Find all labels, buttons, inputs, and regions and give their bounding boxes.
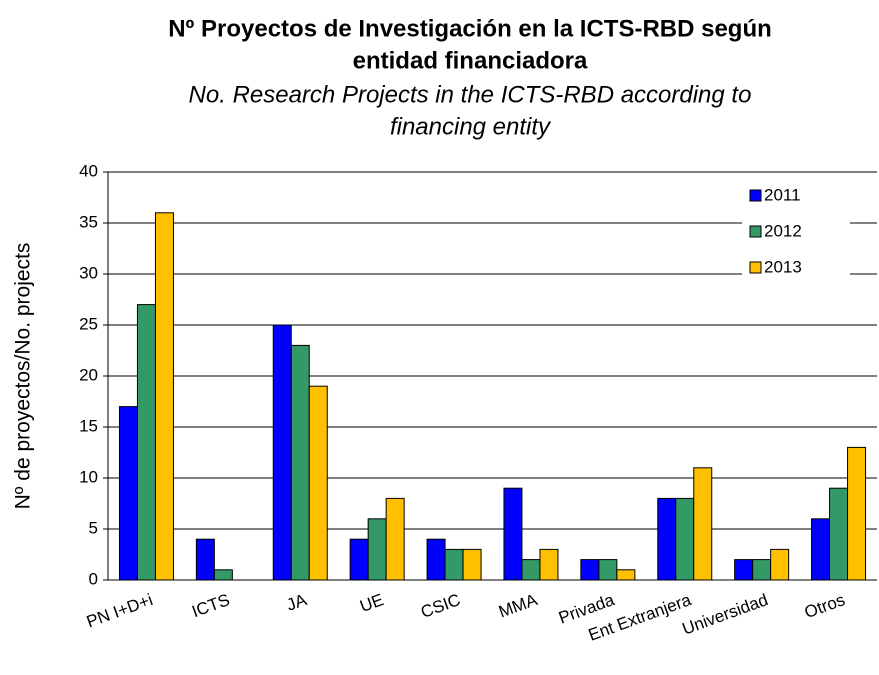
y-tick-label: 20 bbox=[79, 365, 98, 384]
legend-label: 2012 bbox=[764, 221, 802, 240]
chart-title: Nº Proyectos de Investigación en la ICTS… bbox=[168, 15, 772, 42]
legend-swatch bbox=[749, 225, 762, 238]
bar bbox=[136, 304, 156, 581]
y-tick-label: 25 bbox=[79, 314, 98, 333]
bar bbox=[616, 569, 636, 581]
x-tick-label: MMA bbox=[496, 590, 540, 622]
legend-swatch bbox=[749, 189, 762, 202]
x-tick-label: CSIC bbox=[418, 590, 463, 622]
bar bbox=[349, 538, 369, 581]
bar bbox=[657, 497, 677, 581]
bar bbox=[444, 548, 464, 581]
bar bbox=[693, 467, 713, 581]
bar bbox=[675, 497, 695, 581]
y-tick-label: 0 bbox=[89, 569, 98, 588]
bar bbox=[580, 559, 600, 581]
bar bbox=[734, 559, 754, 581]
bar bbox=[385, 497, 405, 581]
bar bbox=[829, 487, 849, 581]
bar bbox=[539, 548, 559, 581]
bar bbox=[462, 548, 482, 581]
chart-subtitle: No. Research Projects in the ICTS-RBD ac… bbox=[189, 81, 752, 108]
y-tick-label: 40 bbox=[79, 161, 98, 180]
y-axis-label: Nº de proyectos/No. projects bbox=[12, 243, 35, 510]
y-tick-label: 15 bbox=[79, 416, 98, 435]
x-tick-label: Otros bbox=[802, 590, 848, 622]
bar bbox=[290, 344, 310, 581]
bar bbox=[308, 385, 328, 581]
bar bbox=[752, 559, 772, 581]
y-tick-label: 5 bbox=[89, 518, 98, 537]
x-tick-label: ICTS bbox=[189, 590, 232, 621]
y-tick-label: 30 bbox=[79, 263, 98, 282]
bar bbox=[426, 538, 446, 581]
legend-label: 2013 bbox=[764, 257, 802, 276]
bar bbox=[118, 406, 138, 581]
bar bbox=[503, 487, 523, 581]
x-tick-label: Universidad bbox=[680, 590, 771, 639]
legend-label: 2011 bbox=[764, 185, 801, 204]
bar bbox=[770, 548, 790, 581]
x-tick-label: JA bbox=[284, 590, 310, 615]
bar bbox=[367, 518, 387, 581]
bar bbox=[598, 559, 618, 581]
bar bbox=[847, 446, 867, 581]
bar bbox=[811, 518, 831, 581]
legend-swatch bbox=[749, 261, 762, 274]
bar bbox=[521, 559, 541, 581]
bar bbox=[154, 212, 174, 581]
chart-title: entidad financiadora bbox=[353, 47, 588, 74]
chart-subtitle: financing entity bbox=[390, 113, 552, 140]
bar bbox=[272, 324, 292, 581]
x-tick-label: PN I+D+i bbox=[84, 590, 155, 631]
bar bbox=[213, 569, 233, 581]
y-tick-label: 10 bbox=[79, 467, 98, 486]
x-tick-label: UE bbox=[357, 590, 386, 616]
bar bbox=[195, 538, 215, 581]
y-tick-label: 35 bbox=[79, 212, 98, 231]
